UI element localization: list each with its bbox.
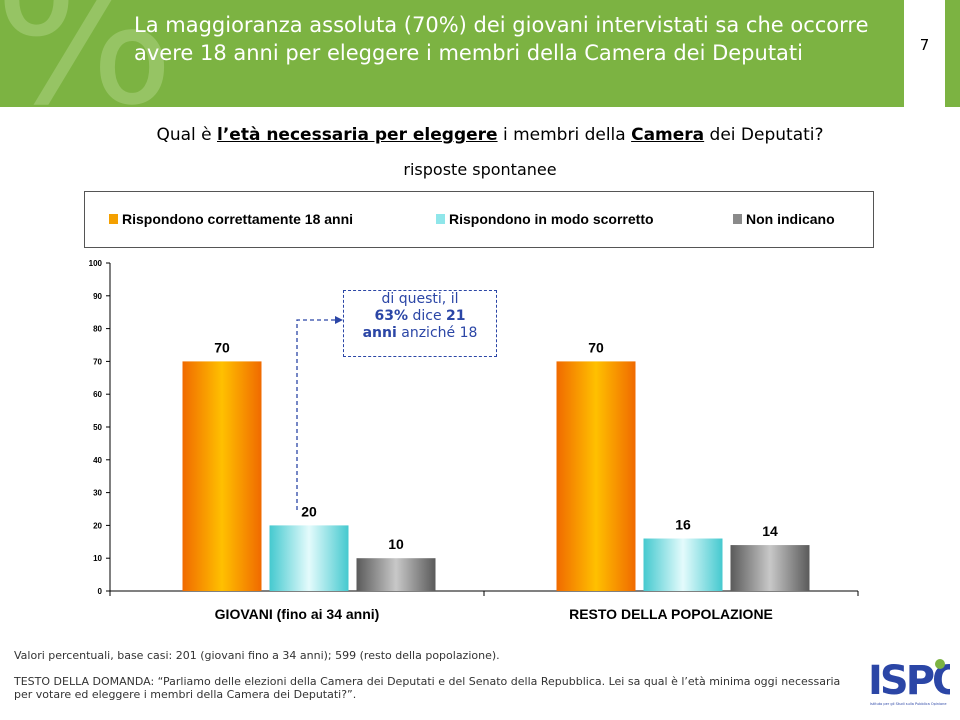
bar-value-label: 14 bbox=[762, 523, 778, 539]
bar bbox=[356, 558, 436, 591]
question-text-note: TESTO DELLA DOMANDA: “Parliamo delle ele… bbox=[14, 675, 841, 701]
legend-label: Rispondono correttamente 18 anni bbox=[122, 211, 354, 227]
page-number: 7 bbox=[919, 36, 930, 54]
callout-number: 21 bbox=[446, 308, 466, 324]
bar-value-label: 10 bbox=[388, 536, 404, 552]
logo-subtitle: Istituto per gli Studi sulla Pubblica Op… bbox=[870, 702, 946, 706]
bar bbox=[643, 538, 723, 591]
page-title: La maggioranza assoluta (70%) dei giovan… bbox=[134, 13, 869, 65]
y-tick-label: 70 bbox=[93, 357, 102, 366]
legend-label: Rispondono in modo scorretto bbox=[449, 211, 654, 227]
header-banner: % La maggioranza assoluta (70%) dei giov… bbox=[0, 0, 904, 107]
question-text: Qual è l’età necessaria per eleggere i m… bbox=[0, 125, 960, 145]
bar bbox=[556, 361, 636, 591]
legend-item-wrong: Rispondono in modo scorretto bbox=[436, 211, 654, 227]
legend-label: Non indicano bbox=[746, 211, 835, 227]
legend-swatch-correct bbox=[109, 214, 118, 224]
question-part: dei Deputati? bbox=[704, 125, 824, 145]
question-part: Qual è bbox=[156, 125, 217, 145]
question-subtitle: risposte spontanee bbox=[403, 160, 557, 179]
chart-legend: Rispondono correttamente 18 anni Rispond… bbox=[84, 191, 874, 248]
y-tick-label: 30 bbox=[93, 489, 102, 498]
y-tick-label: 90 bbox=[93, 292, 102, 301]
question-emphasis: Camera bbox=[631, 125, 705, 145]
bar-value-label: 70 bbox=[588, 339, 604, 355]
y-tick-label: 80 bbox=[93, 325, 102, 334]
category-label: GIOVANI (fino ai 34 anni) bbox=[215, 606, 380, 622]
y-tick-label: 40 bbox=[93, 456, 102, 465]
callout-line: anni anziché 18 bbox=[344, 325, 496, 342]
bar-chart: 0 10 20 30 40 50 60 70 80 90 100 70 20 10 GIOVANI (fin… bbox=[89, 259, 859, 622]
bar bbox=[182, 361, 262, 591]
callout-line: 63% dice 21 bbox=[344, 308, 496, 325]
callout-arrow bbox=[296, 316, 343, 510]
question-emphasis: l’età necessaria per eleggere bbox=[217, 125, 498, 145]
y-tick-label: 50 bbox=[93, 423, 102, 432]
bar-value-label: 20 bbox=[301, 503, 317, 519]
legend-item-correct: Rispondono correttamente 18 anni bbox=[109, 211, 353, 227]
legend-swatch-wrong bbox=[436, 214, 445, 224]
bar-value-label: 16 bbox=[675, 517, 691, 533]
bar bbox=[730, 545, 810, 591]
legend-item-none: Non indicano bbox=[733, 211, 835, 227]
y-tick-label: 0 bbox=[98, 587, 103, 596]
callout-text: dice bbox=[408, 308, 447, 324]
bar-value-label: 70 bbox=[214, 339, 230, 355]
percent-decoration: % bbox=[0, 0, 175, 107]
ispo-logo: ISPO Istituto per gli Studi sulla Pubbli… bbox=[868, 658, 950, 706]
callout-percentage: 63% bbox=[374, 308, 409, 324]
base-note: Valori percentuali, base casi: 201 (giov… bbox=[14, 649, 500, 662]
callout-anni: anni bbox=[362, 325, 397, 341]
y-tick-label: 20 bbox=[93, 521, 102, 530]
question-part: i membri della bbox=[497, 125, 632, 145]
y-tick-label: 10 bbox=[93, 554, 102, 563]
callout-text: anziché 18 bbox=[396, 325, 478, 341]
category-label: RESTO DELLA POPOLAZIONE bbox=[569, 606, 773, 622]
legend-swatch-none bbox=[733, 214, 742, 224]
callout-box: di questi, il 63% dice 21 anni anziché 1… bbox=[343, 290, 497, 357]
header-side-bar bbox=[945, 0, 960, 107]
y-tick-label: 60 bbox=[93, 390, 102, 399]
callout-line: di questi, il bbox=[381, 291, 459, 307]
y-tick-label: 100 bbox=[89, 259, 103, 268]
bar bbox=[269, 525, 349, 591]
